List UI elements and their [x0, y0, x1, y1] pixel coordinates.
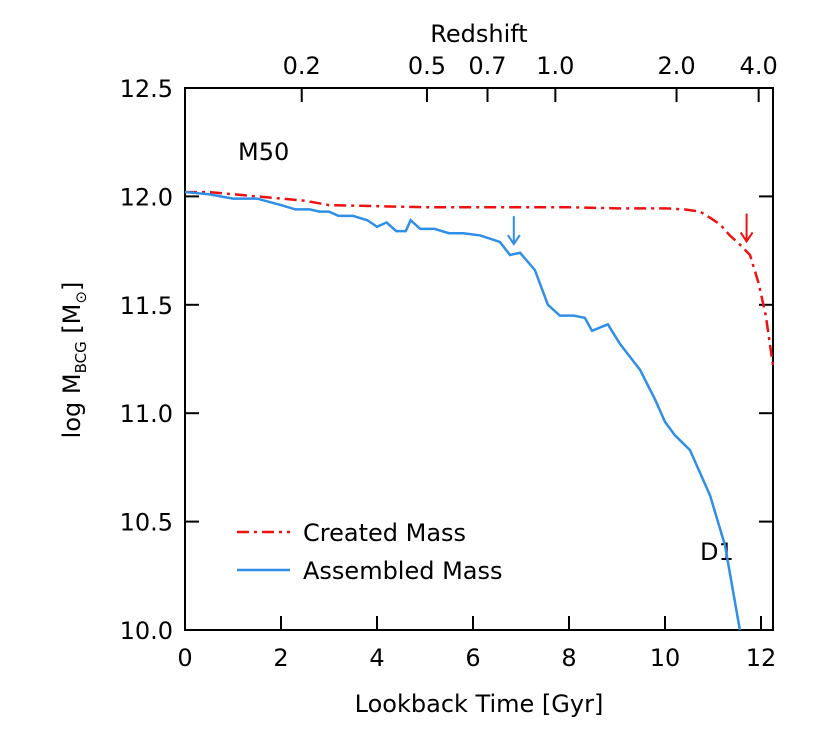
x-tick-label: 4	[369, 644, 384, 672]
x-tick-label: 0	[177, 644, 192, 672]
y-tick-label: 12.5	[120, 75, 173, 103]
x2-tick-label: 0.5	[408, 52, 446, 80]
y-title-part: ]	[58, 282, 86, 291]
x-tick-label: 8	[561, 644, 576, 672]
y-tick-label: 11.5	[120, 292, 173, 320]
y-title-part: ⊙	[72, 291, 90, 304]
x2-tick-label: 2.0	[657, 52, 695, 80]
x-tick-label: 2	[273, 644, 288, 672]
data-line	[185, 190, 775, 366]
y-tick-label: 12.0	[120, 183, 173, 211]
arrow-marker	[739, 213, 754, 244]
y-tick-label: 10.0	[120, 617, 173, 645]
plot-frame	[184, 87, 774, 631]
data-line	[184, 190, 742, 631]
x-tick-label: 12	[746, 644, 777, 672]
legend-label: Created Mass	[303, 519, 466, 547]
y-axis-title: log MBCG [M⊙]	[58, 282, 90, 439]
legend-label: Assembled Mass	[303, 557, 503, 585]
annotation: M50	[238, 138, 289, 166]
arrow-marker	[506, 216, 521, 246]
x2-tick-label: 4.0	[740, 52, 778, 80]
x2-tick-label: 0.7	[468, 52, 506, 80]
x-tick-label: 10	[650, 644, 681, 672]
y-title-part: BCG	[72, 341, 90, 373]
top-axis-title: Redshift	[430, 20, 527, 48]
y-tick-label: 11.0	[120, 400, 173, 428]
x-tick-label: 6	[465, 644, 480, 672]
y-title-part: [M	[58, 304, 86, 342]
y-title-part: log M	[58, 373, 86, 438]
y-tick-label: 10.5	[120, 509, 173, 537]
x2-tick-label: 1.0	[536, 52, 574, 80]
x2-tick-label: 0.2	[283, 52, 321, 80]
x-axis-title: Lookback Time [Gyr]	[355, 690, 604, 718]
